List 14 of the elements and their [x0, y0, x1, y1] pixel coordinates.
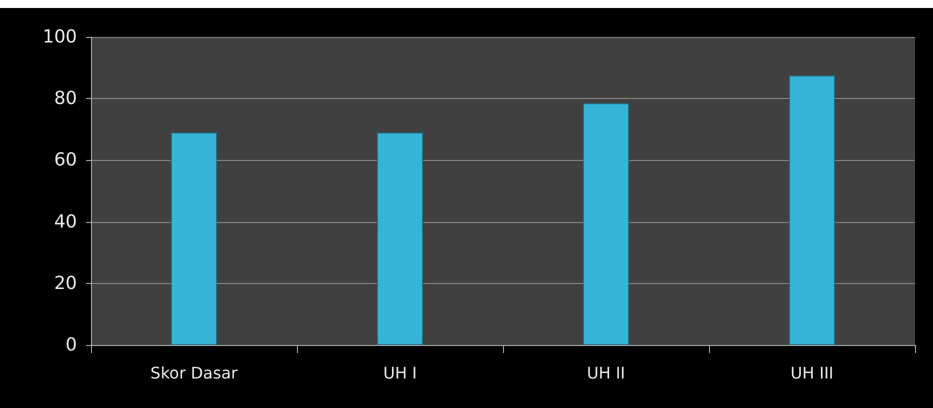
- y-tick-label: 20: [54, 272, 77, 294]
- x-tick-label: Skor Dasar: [150, 364, 238, 382]
- bar: [583, 103, 629, 345]
- bar: [171, 132, 217, 345]
- y-tick-label: 80: [54, 88, 77, 110]
- y-tick-label: 0: [66, 334, 77, 356]
- x-tick-label: UH II: [586, 364, 626, 382]
- y-tick-label: 60: [54, 150, 77, 171]
- x-tick-label: UH III: [790, 364, 834, 382]
- bar: [377, 132, 423, 345]
- x-tick-label: UH I: [383, 364, 417, 382]
- y-tick-label: 40: [54, 211, 77, 232]
- y-tick-label: 100: [42, 26, 77, 48]
- bar: [789, 76, 835, 345]
